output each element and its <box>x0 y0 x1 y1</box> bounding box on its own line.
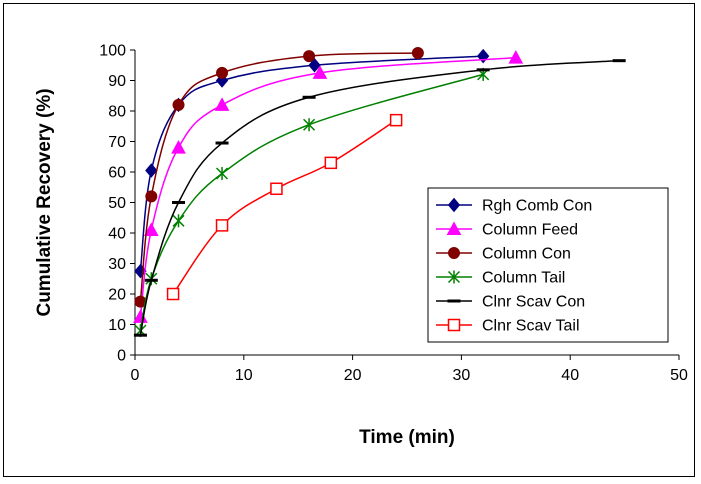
x-tick-label: 20 <box>344 367 362 384</box>
x-tick-label: 30 <box>453 367 471 384</box>
y-axis-title: Cumulative Recovery (%) <box>34 88 55 316</box>
diamond-marker <box>308 57 321 73</box>
legend-label: Column Con <box>482 246 571 263</box>
y-tick-label: 50 <box>108 195 126 212</box>
legend-item: Column Tail <box>436 270 565 287</box>
series-layer <box>133 47 626 338</box>
triangle-marker <box>312 65 328 79</box>
dash-marker <box>302 95 316 99</box>
asterisk-marker <box>216 167 229 181</box>
circle-marker <box>411 47 424 60</box>
legend-label: Rgh Comb Con <box>482 198 592 215</box>
y-tick-label: 20 <box>108 287 126 304</box>
square-marker <box>166 287 180 301</box>
legend-item: Rgh Comb Con <box>436 198 592 215</box>
dash-marker <box>133 333 147 337</box>
triangle-marker <box>214 97 230 111</box>
legend-label: Clnr Scav Tail <box>482 318 580 335</box>
x-axis-title: Time (min) <box>359 427 455 448</box>
asterisk-marker <box>303 118 316 132</box>
y-tick-label: 40 <box>108 226 126 243</box>
legend: Rgh Comb Con Column Feed Column Con Column … <box>427 187 669 343</box>
legend-item: Clnr Scav Con <box>436 294 585 311</box>
legend-label: Clnr Scav Con <box>482 294 585 311</box>
x-tick-label: 0 <box>131 367 140 384</box>
series-column-con <box>134 47 424 308</box>
dash-marker <box>144 278 158 282</box>
x-tick-label: 50 <box>670 367 688 384</box>
circle-marker <box>145 190 158 203</box>
dash-marker <box>612 59 626 63</box>
y-tick-label: 90 <box>108 73 126 90</box>
asterisk-marker <box>447 270 461 284</box>
y-tick-label: 80 <box>108 104 126 121</box>
y-tick-label: 10 <box>108 317 126 334</box>
circle-marker <box>172 98 185 111</box>
y-tick-label: 30 <box>108 256 126 273</box>
y-tick-label: 70 <box>108 134 126 151</box>
dash-marker <box>215 141 229 145</box>
square-marker <box>324 156 338 170</box>
square-marker <box>389 113 403 127</box>
y-tick-label: 0 <box>117 348 126 365</box>
legend-box <box>427 187 669 343</box>
diamond-marker <box>477 48 490 64</box>
square-marker <box>447 318 461 332</box>
dash-marker <box>476 68 490 72</box>
legend-item: Clnr Scav Tail <box>436 318 580 335</box>
series-clnr-scav-tail <box>166 113 403 301</box>
y-tick-label: 100 <box>99 43 126 60</box>
dash-marker <box>172 201 186 204</box>
triangle-marker <box>143 222 159 236</box>
series-line <box>139 55 484 272</box>
triangle-marker <box>171 140 186 154</box>
circle-marker <box>216 66 229 79</box>
triangle-marker <box>508 50 524 64</box>
series-column-feed <box>133 50 524 323</box>
legend-item: Column Con <box>436 246 571 263</box>
x-tick-label: 40 <box>561 367 579 384</box>
legend-item: Column Feed <box>436 221 578 239</box>
dash-marker <box>447 299 461 303</box>
diamond-marker <box>145 163 158 178</box>
circle-marker <box>303 50 316 63</box>
triangle-marker <box>446 221 462 235</box>
x-tick-label: 10 <box>235 367 253 384</box>
diamond-marker <box>447 197 461 213</box>
legend-label: Column Feed <box>482 222 578 239</box>
asterisk-marker <box>172 214 185 228</box>
square-marker <box>270 182 283 196</box>
series-clnr-scav-con <box>133 59 626 337</box>
series-line <box>139 52 418 302</box>
circle-marker <box>448 247 460 259</box>
square-marker <box>215 219 229 232</box>
legend-label: Column Tail <box>482 270 565 287</box>
axes: 0 10 20 30 40 50 60 70 80 90 100 0 10 20 30 40 50 <box>99 43 688 385</box>
y-tick-label: 60 <box>108 165 126 182</box>
series-line <box>172 119 397 295</box>
